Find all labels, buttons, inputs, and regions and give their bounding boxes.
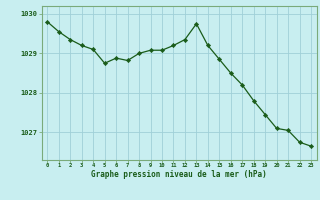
X-axis label: Graphe pression niveau de la mer (hPa): Graphe pression niveau de la mer (hPa) [91, 170, 267, 179]
